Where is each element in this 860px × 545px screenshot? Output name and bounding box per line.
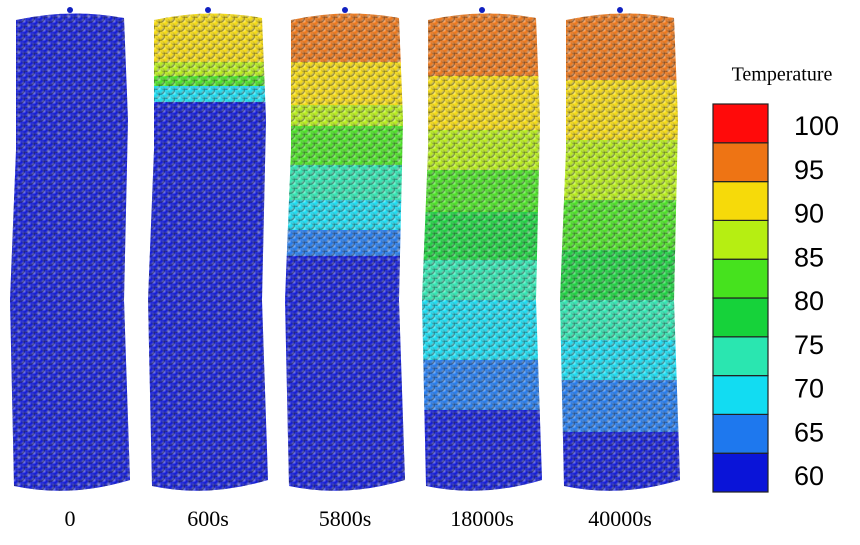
particle-column — [285, 13, 405, 491]
colorbar-tick-label: 80 — [794, 286, 824, 316]
colorbar-tick-label: 65 — [794, 417, 824, 447]
particle-column — [422, 13, 542, 491]
colorbar-tick-label: 60 — [794, 461, 824, 491]
colorbar-tick-label: 70 — [794, 374, 824, 404]
column-label: 40000s — [588, 506, 652, 531]
colorbar-tick-label: 95 — [794, 155, 824, 185]
particle-texture — [422, 13, 542, 491]
colorbar-box — [712, 258, 769, 299]
colorbar-box — [712, 297, 769, 338]
probe — [205, 7, 211, 13]
column-label: 600s — [187, 506, 229, 531]
colorbar-box — [712, 219, 769, 260]
colorbar-tick-label: 75 — [794, 330, 824, 360]
particle-texture — [560, 13, 680, 491]
colorbar-box — [712, 103, 769, 144]
colorbar-tick-label: 100 — [794, 111, 839, 141]
particle-column — [560, 13, 680, 491]
particle-texture — [148, 13, 268, 491]
colorbar-box — [712, 413, 769, 454]
probe — [342, 7, 348, 13]
colorbar-box — [712, 375, 769, 416]
colorbar-tick-label: 90 — [794, 199, 824, 229]
particle-texture — [285, 13, 405, 491]
colorbar-box — [712, 181, 769, 222]
colorbar-tick-label: 85 — [794, 242, 824, 272]
colorbar-title: Temperature — [732, 64, 833, 86]
column-label: 18000s — [450, 506, 514, 531]
colorbar-box — [712, 452, 769, 493]
probe — [67, 7, 73, 13]
particle-column — [10, 13, 130, 491]
particle-texture — [10, 13, 130, 491]
colorbar-box — [712, 142, 769, 183]
probe — [617, 7, 623, 13]
particle-column — [148, 13, 268, 491]
colorbar-box — [712, 336, 769, 377]
column-label: 5800s — [319, 506, 372, 531]
column-label: 0 — [65, 506, 76, 531]
probe — [479, 7, 485, 13]
